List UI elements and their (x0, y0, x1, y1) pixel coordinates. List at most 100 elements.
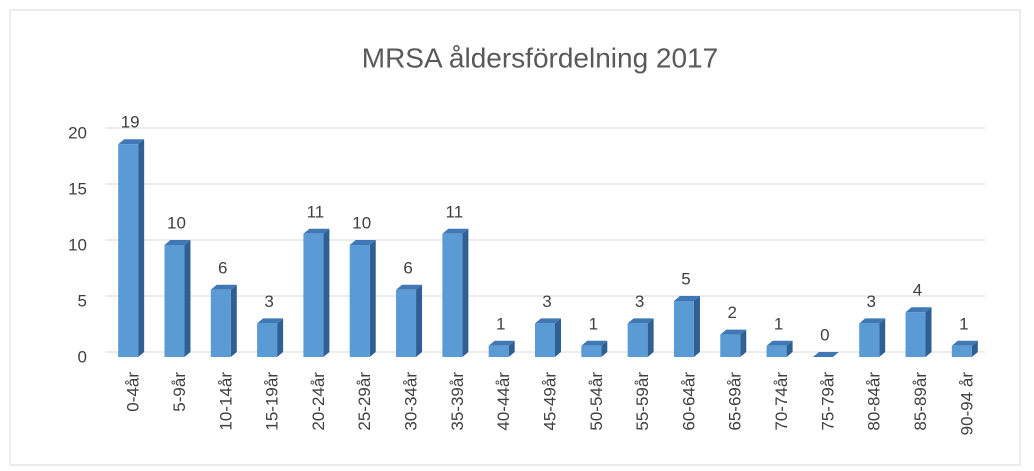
bar-side (416, 284, 423, 357)
bar-side (462, 228, 469, 357)
bar-top (442, 228, 469, 234)
bar (905, 312, 926, 357)
bar-group (535, 318, 561, 357)
data-label: 3 (635, 292, 644, 311)
bar (257, 323, 278, 357)
x-tick-label: 80-84år (865, 372, 884, 431)
bar (210, 289, 231, 357)
x-tick-label: 15-19år (263, 372, 282, 431)
x-tick-label: 30-34år (402, 372, 421, 431)
bar-side (740, 329, 747, 357)
data-label: 1 (774, 314, 783, 333)
data-label: 3 (542, 292, 551, 311)
bar-top (488, 340, 515, 346)
y-tick-label: 20 (68, 123, 87, 142)
bar-side (693, 296, 700, 357)
bar-side (879, 318, 886, 357)
bar (349, 245, 370, 357)
bar-group (673, 296, 700, 357)
bar-group (210, 284, 237, 357)
bar-top (951, 340, 978, 346)
bar-side (647, 318, 654, 357)
bar-top (257, 318, 284, 324)
bar (396, 289, 417, 357)
bar (118, 144, 139, 357)
bar (488, 345, 509, 357)
x-tick-label: 60-64år (679, 372, 698, 431)
bar-side (925, 307, 932, 357)
bar-side (138, 139, 145, 357)
data-label: 11 (307, 202, 325, 221)
data-label: 2 (728, 303, 737, 322)
bar-top (210, 284, 237, 290)
y-tick-label: 0 (78, 347, 87, 366)
bar (951, 345, 972, 357)
bar-group (627, 318, 654, 357)
data-label: 1 (959, 314, 968, 333)
bar (164, 245, 185, 357)
data-label: 4 (913, 281, 922, 300)
x-tick-label: 10-14år (216, 372, 235, 431)
bar (303, 233, 324, 357)
bar-group (442, 228, 469, 357)
bar-top (720, 329, 747, 335)
x-tick-label: 5-9år (170, 372, 189, 412)
data-label: 10 (167, 213, 186, 232)
x-tick-label: 35-39år (448, 372, 467, 431)
bar-side (555, 318, 561, 357)
bar (766, 345, 787, 357)
data-label: 1 (496, 314, 505, 333)
bar-group (905, 307, 932, 357)
bar-group (303, 228, 330, 357)
bar-top (766, 340, 793, 346)
bar (581, 345, 602, 357)
chart-title: MRSA åldersfördelning 2017 (362, 42, 718, 73)
bar-group (812, 352, 839, 357)
bar-side (601, 340, 608, 357)
bar-group (118, 139, 145, 357)
bar-side (971, 340, 978, 357)
bar-side (369, 240, 376, 357)
bar (720, 334, 741, 357)
bar-group (766, 340, 793, 357)
bar-top (627, 318, 654, 324)
bar-group (396, 284, 423, 357)
bar-top (535, 318, 561, 324)
y-tick-label: 15 (68, 179, 87, 198)
bar-top (859, 318, 886, 324)
data-label: 0 (820, 325, 829, 344)
x-tick-label: 75-79år (818, 372, 837, 431)
bar (859, 323, 880, 357)
y-tick-label: 5 (78, 291, 87, 310)
bar-top (581, 340, 608, 346)
data-label: 19 (121, 113, 140, 132)
y-tick-label: 10 (68, 235, 87, 254)
chart-border (9, 9, 1021, 466)
bar-group (951, 340, 978, 357)
data-label: 10 (352, 213, 371, 232)
bar-top (396, 284, 423, 290)
bar-side (277, 318, 284, 357)
bar-top (812, 352, 839, 357)
x-tick-label: 0-4år (124, 372, 143, 412)
bar-group (257, 318, 284, 357)
x-tick-label: 20-24år (309, 372, 328, 431)
bar-top (905, 307, 932, 313)
x-tick-label: 40-44år (494, 372, 513, 431)
bar-group (349, 240, 376, 357)
bar-side (230, 284, 237, 357)
x-tick-label: 25-29år (355, 372, 374, 431)
bar (673, 301, 694, 357)
x-tick-label: 45-49år (540, 372, 559, 431)
bar-group (164, 240, 191, 357)
bar-group (581, 340, 608, 357)
x-tick-label: 70-74år (772, 372, 791, 431)
x-tick-label: 85-89år (911, 372, 930, 431)
data-label: 3 (264, 292, 273, 311)
bar-group (488, 340, 515, 357)
bar (442, 233, 463, 357)
data-label: 6 (403, 258, 412, 277)
data-label: 5 (681, 269, 690, 288)
data-label: 3 (866, 292, 875, 311)
